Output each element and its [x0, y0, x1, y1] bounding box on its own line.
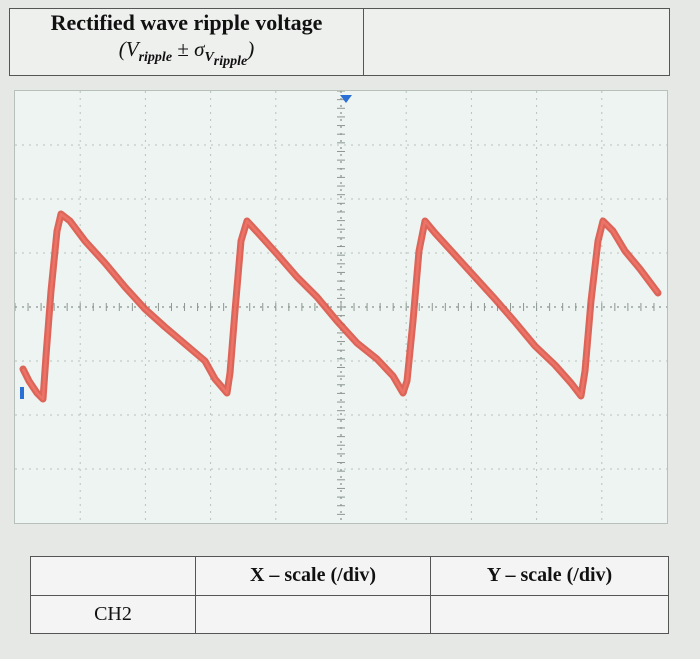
oscilloscope-display: [15, 91, 667, 523]
ch2-x-scale-cell[interactable]: [195, 594, 431, 634]
ripple-voltage-table: Rectified wave ripple voltage (Vripple ±…: [9, 8, 670, 76]
oscilloscope-screen: [14, 90, 668, 524]
ripple-voltage-label-cell: Rectified wave ripple voltage (Vripple ±…: [9, 8, 364, 76]
ripple-voltage-value-cell[interactable]: [363, 8, 670, 76]
ripple-voltage-title: Rectified wave ripple voltage: [50, 9, 323, 35]
rectified-waveform-trace-core: [21, 212, 659, 401]
ch2-row-label: CH2: [30, 594, 196, 634]
ripple-voltage-expression: (Vripple ± σVripple): [118, 36, 255, 69]
trigger-marker: [340, 95, 352, 103]
scope-grid: [15, 91, 667, 523]
y-scale-header: Y – scale (/div): [430, 556, 669, 596]
scale-table-corner: [30, 556, 196, 596]
ground-marker: [20, 387, 24, 399]
scale-table: X – scale (/div) Y – scale (/div) CH2: [30, 556, 669, 634]
x-scale-header: X – scale (/div): [195, 556, 431, 596]
ch2-y-scale-cell[interactable]: [430, 594, 669, 634]
